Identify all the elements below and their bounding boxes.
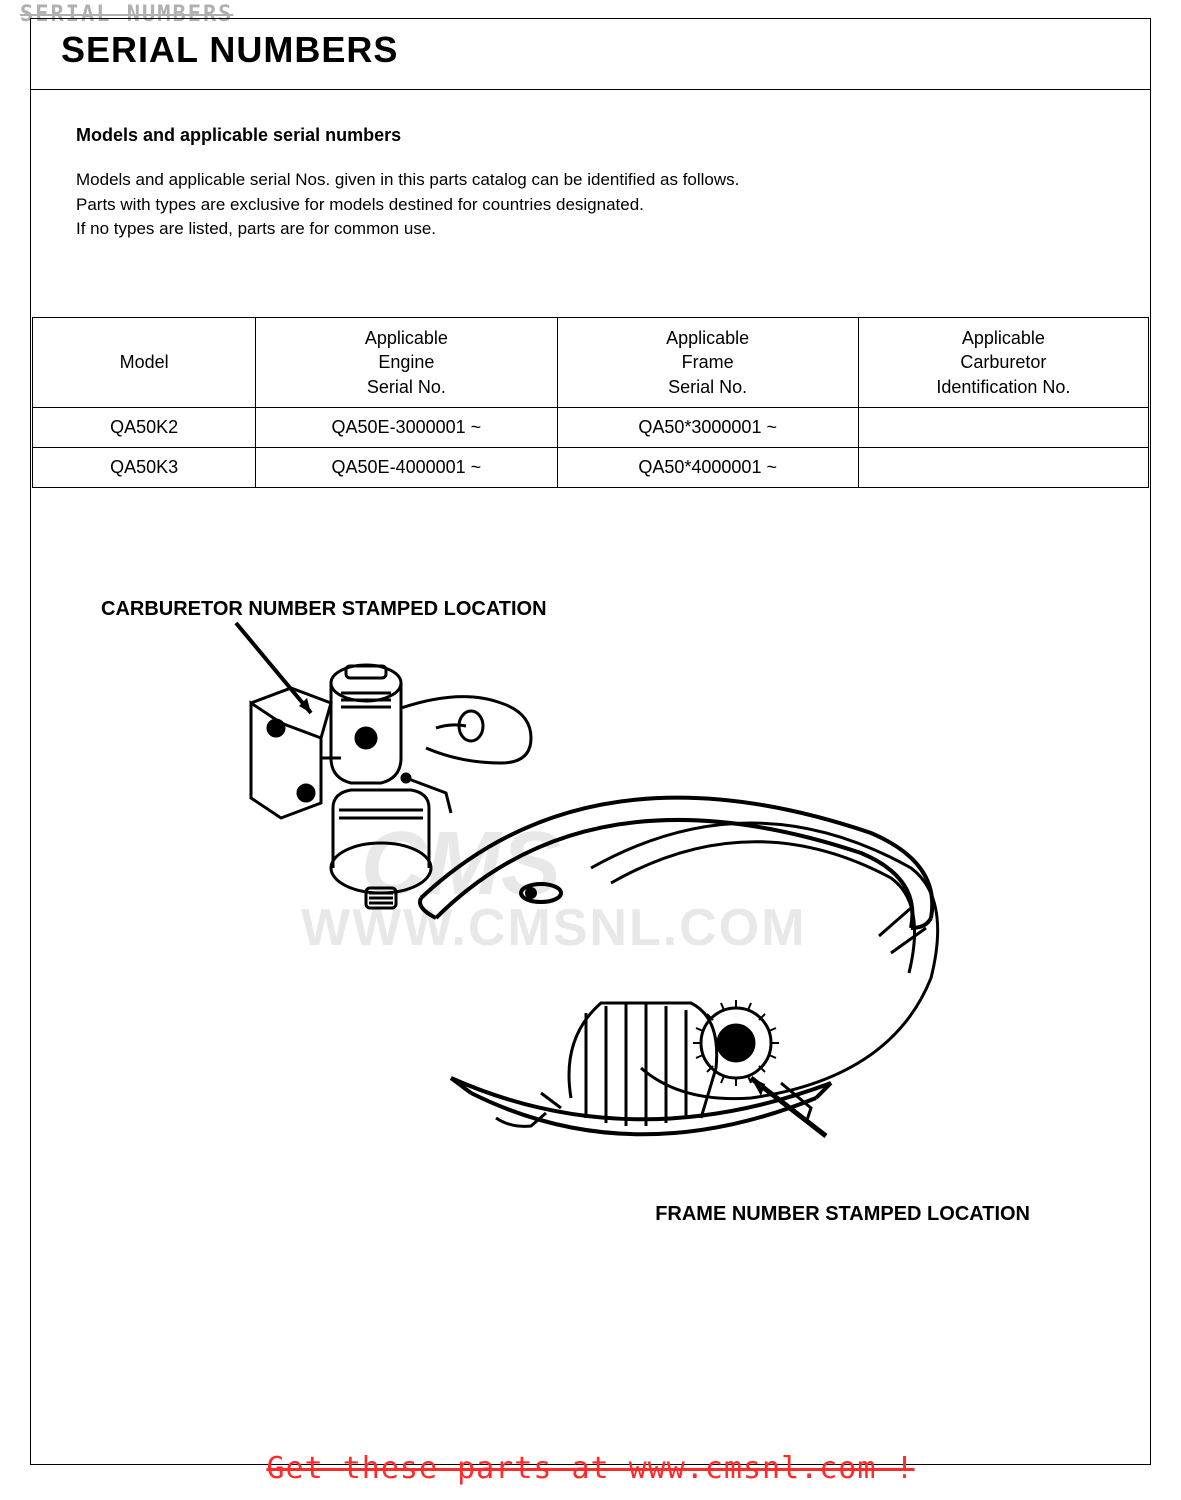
table-row: QA50K2 QA50E-3000001 ~ QA50*3000001 ~	[33, 407, 1149, 447]
intro-line: If no types are listed, parts are for co…	[76, 217, 1105, 242]
header-line: Engine	[378, 352, 434, 372]
header-frame: Applicable Frame Serial No.	[557, 317, 858, 407]
intro-heading: Models and applicable serial numbers	[76, 125, 1105, 146]
header-line: Carburetor	[960, 352, 1046, 372]
cell-model: QA50K2	[33, 407, 256, 447]
table-header-row: Model Applicable Engine Serial No. Appli…	[33, 317, 1149, 407]
intro-section: Models and applicable serial numbers Mod…	[31, 90, 1150, 262]
cell-carb	[858, 407, 1148, 447]
header-line: Serial No.	[367, 377, 446, 397]
cell-frame: QA50*4000001 ~	[557, 447, 858, 487]
header-engine: Applicable Engine Serial No.	[256, 317, 557, 407]
carburetor-icon	[251, 665, 531, 908]
cell-model: QA50K3	[33, 447, 256, 487]
page-frame: SERIAL NUMBERS Models and applicable ser…	[30, 18, 1151, 1465]
header-line: Applicable	[365, 328, 448, 348]
cell-engine: QA50E-3000001 ~	[256, 407, 557, 447]
header-line: Frame	[682, 352, 734, 372]
diagram-section: CARBURETOR NUMBER STAMPED LOCATION CMS W…	[31, 598, 1150, 1238]
frame-icon	[420, 798, 932, 1135]
cell-engine: QA50E-4000001 ~	[256, 447, 557, 487]
header-carb: Applicable Carburetor Identification No.	[858, 317, 1148, 407]
table-row: QA50K3 QA50E-4000001 ~ QA50*4000001 ~	[33, 447, 1149, 487]
title-area: SERIAL NUMBERS	[31, 19, 1150, 90]
mechanical-diagram	[191, 618, 971, 1178]
header-line: Applicable	[666, 328, 749, 348]
header-line: Serial No.	[668, 377, 747, 397]
header-line: Applicable	[962, 328, 1045, 348]
cell-frame: QA50*3000001 ~	[557, 407, 858, 447]
serial-table: Model Applicable Engine Serial No. Appli…	[32, 317, 1149, 488]
page-title: SERIAL NUMBERS	[61, 29, 1120, 71]
intro-text: Models and applicable serial Nos. given …	[76, 168, 1105, 242]
header-model: Model	[33, 317, 256, 407]
footer-promo: Get these parts at www.cmsnl.com !	[0, 1451, 1181, 1486]
intro-line: Models and applicable serial Nos. given …	[76, 168, 1105, 193]
intro-line: Parts with types are exclusive for model…	[76, 193, 1105, 218]
header-line: Identification No.	[936, 377, 1070, 397]
frame-number-label: FRAME NUMBER STAMPED LOCATION	[655, 1203, 1030, 1226]
cell-carb	[858, 447, 1148, 487]
